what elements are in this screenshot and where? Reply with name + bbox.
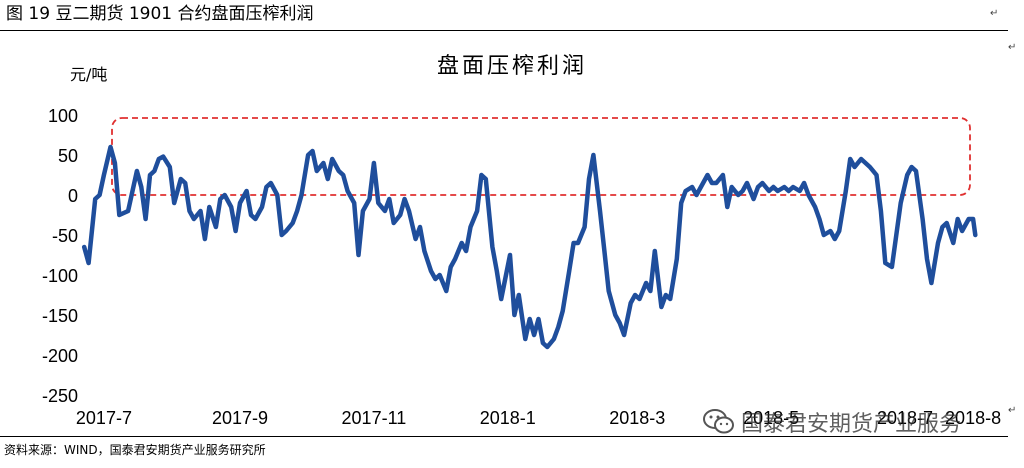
x-tick-label: 2017-11 [342,408,407,428]
x-tick-label: 2018-8 [945,408,1001,428]
source-rule [0,436,1008,437]
figure-caption: 图 19 豆二期货 1901 合约盘面压榨利润 [6,4,314,24]
chart-title-group: 盘面压榨利润 [437,54,587,79]
caption-rule [0,30,1008,31]
wechat-icon [703,409,734,434]
x-tick-label: 2017-7 [76,408,132,428]
series-line [81,144,978,350]
x-tick-label: 2018-1 [480,408,536,428]
y-tick-label: 100 [48,106,78,126]
watermark-text: 国泰君安期货产业服务 [741,412,962,437]
y-tick-label: -150 [42,306,78,326]
paragraph-mark: ↵ [1008,42,1017,53]
y-tick-label: 0 [68,186,78,206]
y-tick-label: -250 [42,386,78,406]
y-axis-label: 元/吨 [70,65,107,84]
watermark: 国泰君安期货产业服务 [703,404,961,440]
paragraph-mark: ↵ [990,8,999,19]
chart-title: 盘面压榨利润 [437,54,587,79]
x-tick-label: 2017-9 [212,408,268,428]
source-note: 资料来源：WIND，国泰君安期货产业服务研究所 [4,443,266,457]
paragraph-mark: ↵ [1008,405,1017,416]
y-tick-label: -50 [52,226,78,246]
x-tick-label: 2018-5 [743,408,799,428]
y-axis-label-group: 元/吨 [70,65,107,84]
highlight-box [111,117,971,196]
x-tick-label: 2018-7 [877,408,933,428]
y-tick-label: -200 [42,346,78,366]
y-tick-label: -100 [42,266,78,286]
x-tick-label: 2018-3 [609,408,665,428]
y-tick-label: 50 [58,146,78,166]
